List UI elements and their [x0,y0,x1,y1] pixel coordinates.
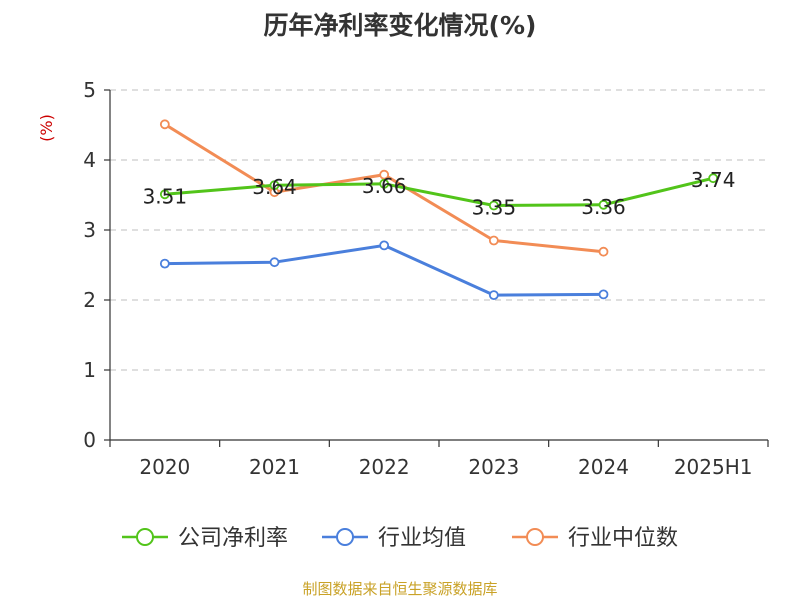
point-0-2023 [488,200,499,211]
x-tick-label-2025H1: 2025H1 [674,455,753,479]
point-1-2022 [379,240,390,251]
point-1-2024 [598,289,609,300]
legend-marker-2 [526,528,544,546]
data-label-2025H1: 3.74 [691,168,736,192]
data-labels: 3.51 3.64 3.66 3.35 3.36 3.74 [143,168,736,219]
data-source-note: 制图数据来自恒生聚源数据库 [302,580,498,598]
series-lines [159,119,719,301]
point-0-2024 [598,199,609,210]
data-label-2022: 3.66 [362,174,407,198]
legend-marker-1 [336,528,354,546]
point-2-2024 [598,246,609,257]
point-0-2021 [269,180,280,191]
chart-title: 历年净利率变化情况(%) [263,11,537,40]
series-line-1 [164,243,604,297]
x-tick-label-2024: 2024 [578,455,629,479]
y-tick-label-4: 4 [83,148,96,172]
data-label-2024: 3.36 [581,195,626,219]
series-line-0 [164,176,714,207]
y-tick-label-2: 2 [83,288,96,312]
axes: 0 1 2 3 4 5 (%) 2020 2021 2022 2023 2024 2025H1 [37,78,769,479]
legend-marker-0 [136,528,154,546]
x-tick-label-2023: 2023 [468,455,519,479]
data-label-2020: 3.51 [143,184,188,208]
point-0-2020 [159,189,170,200]
legend-label-1: 行业均值 [378,526,466,551]
point-2-2023 [488,235,499,246]
data-label-2023: 3.35 [472,196,517,220]
point-0-2025H1 [708,173,719,184]
point-2-2022 [379,169,390,180]
legend: 公司净利率 行业均值 行业中位数 [122,526,678,551]
x-tick-label-2020: 2020 [139,455,190,479]
data-label-2021: 3.64 [252,175,297,199]
x-tick-label-2022: 2022 [359,455,410,479]
point-1-2021 [269,257,280,268]
point-2-2020 [159,119,170,130]
x-tick-label-2021: 2021 [249,455,300,479]
y-axis-label: (%) [37,114,56,142]
grid-lines [110,89,768,371]
point-0-2022 [379,178,390,189]
y-tick-label-5: 5 [83,78,96,102]
y-tick-label-0: 0 [83,428,96,452]
legend-label-2: 行业中位数 [568,526,678,551]
point-1-2023 [488,290,499,301]
y-tick-label-3: 3 [83,218,96,242]
legend-label-0: 公司净利率 [178,526,288,551]
point-1-2020 [159,258,170,269]
y-tick-label-1: 1 [83,358,96,382]
